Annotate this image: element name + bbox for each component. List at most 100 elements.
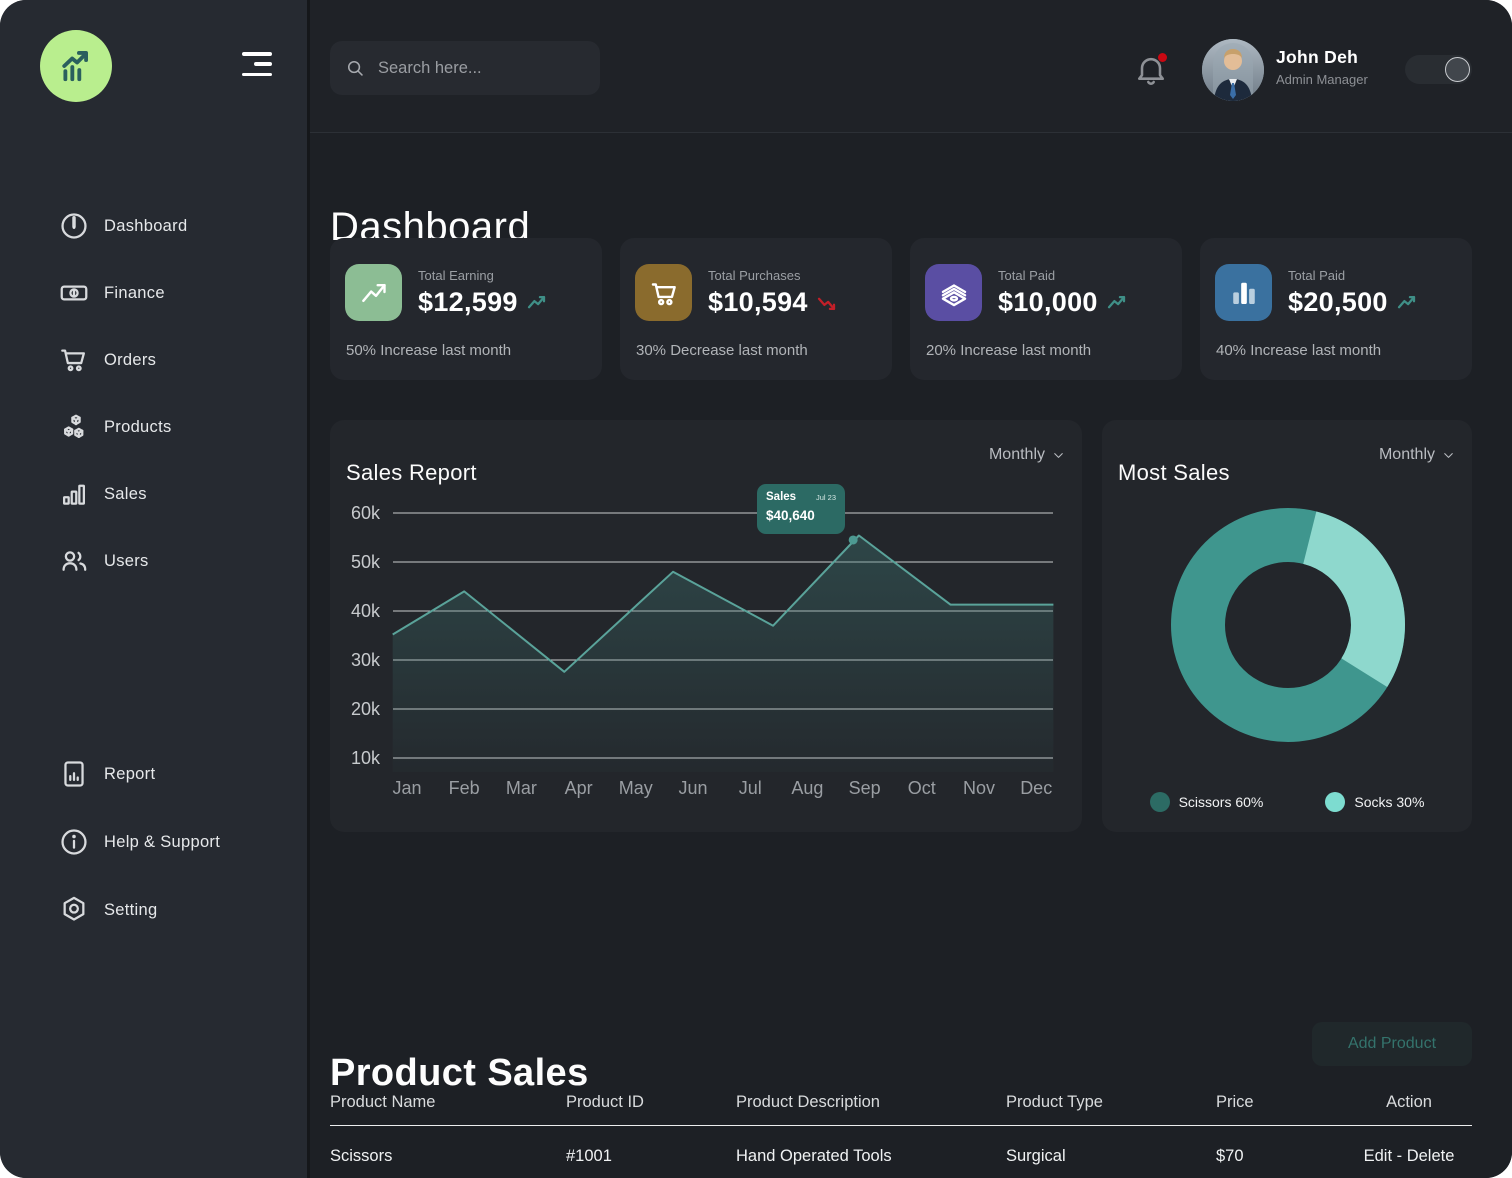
stat-card-label: Total Earning	[418, 268, 494, 283]
stat-card-label: Total Purchases	[708, 268, 801, 283]
setting-icon	[63, 896, 85, 921]
users-icon	[62, 551, 87, 571]
stat-card-value: $12,599	[418, 287, 518, 317]
sidebar-item-users[interactable]: Users	[0, 542, 307, 580]
main-content: Dashboard Total Earning $12,599 50% Increa…	[310, 134, 1512, 1178]
search-box	[330, 41, 600, 95]
sidebar-item-report[interactable]: Report	[0, 755, 307, 793]
stat-card-icon-tile	[1215, 264, 1272, 321]
user-name: John Deh	[1276, 47, 1359, 67]
table-body: Scissors #1001 Hand Operated Tools Surgical…	[330, 1126, 1472, 1178]
sidebar-item-label: Products	[104, 417, 172, 436]
column-header-action: Action	[1386, 1093, 1432, 1111]
stat-card-icon-tile	[345, 264, 402, 321]
products-icon	[64, 414, 84, 438]
y-axis-tick: 20k	[351, 699, 381, 719]
stat-card-note: 40% Increase last month	[1216, 342, 1382, 359]
donut-legend: Scissors 60% Socks 30%	[1102, 792, 1472, 812]
menu-toggle-icon[interactable]	[242, 52, 272, 76]
orders-icon	[61, 349, 85, 372]
x-axis-tick: May	[619, 778, 653, 798]
add-product-button[interactable]: Add Product	[1312, 1022, 1472, 1066]
legend-swatch	[1149, 792, 1170, 812]
money-icon	[941, 283, 966, 306]
donut-slice-socks[interactable]	[1302, 511, 1405, 687]
sidebar-item-setting[interactable]: Setting	[0, 891, 307, 929]
sidebar-item-help-support[interactable]: Help & Support	[0, 823, 307, 861]
sales-report-filter-dropdown[interactable]: Monthly	[989, 446, 1066, 464]
trend-up-icon	[1396, 291, 1420, 315]
search-input[interactable]	[376, 57, 586, 79]
topbar: John Deh Admin Manager	[310, 0, 1512, 133]
most-sales-filter-value: Monthly	[1378, 446, 1435, 463]
sidebar-item-sales[interactable]: Sales	[0, 475, 307, 513]
sidebar-item-label: Sales	[104, 484, 147, 503]
sidebar: Dashboard Finance Orders Products Sales Users…	[0, 0, 310, 1178]
sidebar-main-menu: Dashboard Finance Orders Products Sales Users	[0, 207, 307, 580]
sidebar-item-label: Help & Support	[104, 832, 221, 851]
column-header-product-description: Product Description	[736, 1093, 880, 1111]
x-axis-tick: Jan	[392, 778, 421, 798]
x-axis-tick: Mar	[506, 778, 537, 798]
bars-icon	[1232, 282, 1255, 304]
y-axis-tick: 50k	[351, 552, 381, 572]
cell-product-type: Surgical	[1006, 1146, 1066, 1165]
sidebar-item-label: Report	[104, 764, 156, 783]
column-header-product-name: Product Name	[330, 1093, 436, 1111]
cell-product-description: Hand Operated Tools	[736, 1146, 892, 1165]
x-axis-tick: Feb	[449, 778, 480, 798]
sidebar-item-label: Finance	[104, 283, 165, 302]
chevron-down-icon	[1444, 452, 1453, 458]
dashboard-icon	[61, 213, 87, 239]
finance-icon	[60, 285, 88, 301]
user-avatar[interactable]	[1202, 39, 1264, 101]
product-sales-table: Product Name Product ID Product Descriptio…	[330, 1080, 1472, 1178]
theme-toggle[interactable]	[1405, 55, 1472, 84]
legend-label: Socks 30%	[1354, 794, 1425, 810]
growth-chart-logo-icon	[62, 51, 89, 82]
x-axis-tick: Oct	[908, 778, 936, 798]
y-axis-tick: 30k	[351, 650, 381, 670]
stat-card-value: $20,500	[1288, 287, 1388, 317]
y-axis-tick: 10k	[351, 748, 381, 768]
cell-action[interactable]: Edit - Delete	[1363, 1146, 1455, 1165]
trend-up-icon	[1106, 291, 1130, 315]
notification-badge	[1158, 53, 1167, 62]
toggle-knob	[1445, 57, 1470, 82]
sidebar-item-label: Users	[104, 551, 149, 570]
stat-card-label: Total Paid	[998, 268, 1056, 283]
sales-report-filter-value: Monthly	[988, 446, 1045, 463]
y-axis-tick: 60k	[351, 503, 381, 523]
sidebar-item-products[interactable]: Products	[0, 408, 307, 446]
sales-line	[392, 534, 1054, 673]
most-sales-card: Most Sales Monthly Scissors 60% Socks 30%	[1102, 420, 1472, 832]
sidebar-item-dashboard[interactable]: Dashboard	[0, 207, 307, 245]
stat-card-3: Total Paid $10,000 20% Increase last month	[910, 238, 1182, 380]
stat-card-icon-tile	[925, 264, 982, 321]
app-logo[interactable]	[40, 30, 112, 102]
most-sales-filter-dropdown[interactable]: Monthly	[1379, 446, 1456, 464]
product-sales-title: Product Sales	[330, 1051, 589, 1094]
sales-report-chart: 60k 50k 40k 30k 20k 10k Jan Feb Mar Apr May Jun Jul A…	[351, 503, 1054, 798]
sidebar-footer-menu: Report Help & Support Setting	[0, 755, 307, 929]
sidebar-item-finance[interactable]: Finance	[0, 274, 307, 312]
x-axis-tick: Jun	[678, 778, 707, 798]
stat-card-note: 30% Decrease last month	[636, 342, 808, 359]
cell-product-name: Scissors	[330, 1146, 393, 1165]
table-row-scissors: Scissors #1001 Hand Operated Tools Surgical…	[330, 1126, 1472, 1178]
cart-icon	[651, 282, 676, 305]
y-axis-tick: 40k	[351, 601, 381, 621]
user-info: John Deh Admin Manager	[1276, 47, 1368, 87]
stat-card-icon-tile	[635, 264, 692, 321]
sidebar-item-orders[interactable]: Orders	[0, 341, 307, 379]
legend-item-socks: Socks 30%	[1325, 792, 1424, 812]
most-sales-donut-chart	[1171, 508, 1405, 742]
stat-card-2: Total Purchases $10,594 30% Decrease last …	[620, 238, 892, 380]
data-point-marker	[848, 535, 858, 545]
tooltip-date: Jul 23	[815, 493, 836, 502]
legend-item-scissors: Scissors 60%	[1149, 792, 1263, 812]
x-axis-tick: Dec	[1020, 778, 1052, 798]
notification-bell-icon[interactable]	[1133, 52, 1169, 90]
column-header-price: Price	[1216, 1093, 1254, 1111]
